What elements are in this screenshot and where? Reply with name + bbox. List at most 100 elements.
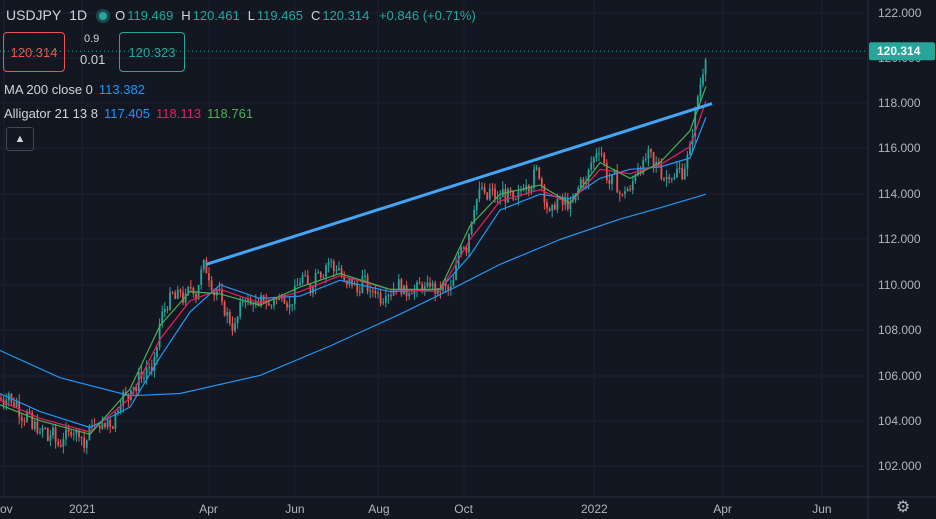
candle-body [72, 434, 75, 436]
candle-body [174, 292, 177, 299]
candle-body [145, 367, 148, 378]
y-tick-label: 122.000 [878, 6, 922, 20]
ma-value: 113.382 [98, 82, 145, 97]
candle-body [57, 442, 60, 446]
x-tick-label: ov [0, 502, 13, 516]
y-tick-label: 114.000 [878, 187, 921, 201]
candle-body [494, 188, 496, 199]
candle-body [293, 285, 296, 305]
sell-button[interactable]: 120.314 [3, 32, 65, 72]
candle-body [626, 188, 629, 192]
timeframe-label[interactable]: 1D [69, 7, 88, 23]
low-label: L [247, 8, 255, 23]
candle-body [514, 198, 517, 200]
candle-body [143, 377, 145, 379]
candle-body [418, 282, 421, 285]
x-tick-label: 2022 [581, 502, 608, 516]
candle-body [475, 199, 478, 211]
candle-body [273, 298, 275, 306]
low-value: 119.465 [256, 8, 303, 23]
ma200-line [0, 193, 707, 397]
candle-body [13, 402, 15, 408]
candle-body [569, 201, 572, 210]
candle-body [208, 273, 210, 281]
candle-body [332, 261, 335, 272]
candle-body [647, 149, 650, 159]
candle-body [319, 272, 322, 278]
candle-body [517, 191, 520, 199]
candle-body [36, 421, 39, 433]
candle-body [426, 282, 429, 287]
candle-body [629, 188, 632, 190]
alligator-indicator-legend[interactable]: Alligator 21 13 8 117.405 118.113 118.761 [4, 106, 253, 121]
candle-body [452, 279, 455, 287]
candle-body [153, 357, 156, 372]
candle-body [668, 177, 671, 180]
candle-body [616, 170, 619, 193]
symbol-label[interactable]: USDJPY [6, 7, 62, 23]
candle-body [239, 302, 242, 317]
candle-body [257, 301, 260, 306]
candle-body [150, 366, 153, 372]
candle-body [351, 278, 353, 286]
candle-body [106, 419, 109, 428]
candle-body [696, 96, 699, 110]
candle-body [460, 247, 463, 256]
candle-body [704, 59, 707, 75]
candle-body [530, 187, 533, 192]
candle-body [587, 169, 590, 183]
candle-body [455, 265, 457, 280]
candle-body [249, 298, 252, 305]
x-tick-label: 2021 [69, 502, 96, 516]
candle-body [31, 412, 34, 429]
candle-body [98, 425, 101, 429]
candle-body [371, 290, 374, 292]
candle-body [429, 282, 431, 287]
candle-body [491, 188, 494, 190]
candle-body [278, 297, 281, 300]
candle-body [410, 293, 413, 295]
candle-body [109, 419, 112, 427]
chevron-up-icon[interactable]: ▲ [6, 127, 34, 151]
x-tick-label: Jun [285, 502, 304, 516]
candle-body [28, 411, 31, 413]
y-tick-label: 118.000 [878, 96, 921, 110]
candle-body [624, 191, 626, 195]
candle-body [473, 210, 476, 222]
alligator-jaw-line [0, 116, 707, 429]
buy-button[interactable]: 120.323 [119, 32, 185, 72]
candle-body [221, 289, 223, 302]
candle-body [338, 268, 340, 271]
candle-body [447, 286, 450, 290]
candle-body [400, 279, 403, 295]
candle-body [148, 366, 151, 368]
y-tick-label: 106.000 [878, 369, 922, 383]
candle-body [275, 298, 278, 300]
candle-body [223, 301, 226, 316]
candle-body [686, 154, 689, 169]
gear-icon[interactable]: ⚙ [895, 499, 911, 516]
candle-body [343, 276, 346, 281]
candle-body [390, 295, 392, 297]
candle-body [213, 290, 216, 296]
candle-body [507, 189, 509, 203]
candle-body [572, 200, 574, 202]
candle-body [470, 221, 473, 235]
candle-body [392, 289, 395, 296]
candle-body [228, 311, 231, 324]
candle-body [387, 295, 390, 297]
ma-indicator-legend[interactable]: MA 200 close 0 113.382 [4, 82, 145, 97]
candle-body [421, 284, 424, 290]
candle-body [70, 432, 73, 436]
candle-body [322, 276, 325, 278]
change-value: +0.846 (+0.71%) [378, 8, 476, 23]
candle-body [611, 174, 613, 184]
candle-body [673, 177, 676, 179]
candle-body [244, 301, 247, 303]
candle-body [431, 283, 434, 287]
candle-body [54, 427, 57, 443]
legend-row: USDJPY 1D O 119.469 H 120.461 L 119.465 C 120.314… [6, 7, 478, 23]
candle-body [678, 168, 681, 170]
candle-body [330, 261, 333, 263]
